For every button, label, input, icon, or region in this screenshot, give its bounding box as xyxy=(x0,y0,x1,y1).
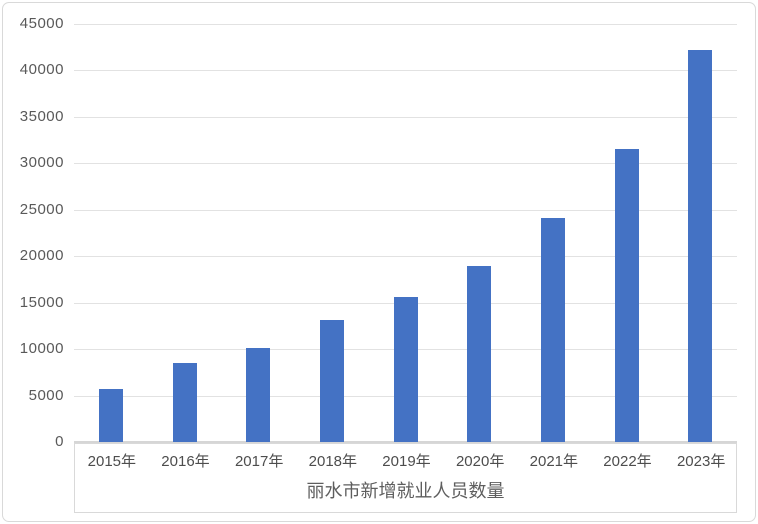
bar-2015年 xyxy=(98,389,123,442)
x-axis-label-box: 2015年 2016年 2017年 2018年 2019年 2020年 2021年 2022年… xyxy=(74,443,737,513)
x-tick-label-2019年: 2019年 xyxy=(382,453,431,470)
bar-2020年 xyxy=(467,265,492,442)
x-tick-label-2016年: 2016年 xyxy=(161,453,210,470)
y-tick-label-35000: 35000 xyxy=(19,107,64,125)
y-tick-label-25000: 25000 xyxy=(19,200,64,218)
bar-2022年 xyxy=(614,149,639,442)
gridline-25000 xyxy=(74,209,737,211)
y-tick-label-0: 0 xyxy=(55,433,64,450)
gridline-30000 xyxy=(74,163,737,165)
x-tick-label-2023年: 2023年 xyxy=(676,453,726,470)
y-tick-label-20000: 20000 xyxy=(19,247,64,265)
bar-2023年 xyxy=(688,50,713,442)
axis-title: 丽水市新增就业人员数量 xyxy=(306,481,505,502)
x-axis-line xyxy=(74,441,737,443)
bar-2021年 xyxy=(540,218,565,442)
gridline-40000 xyxy=(74,70,737,72)
x-tick-label-2015年: 2015年 xyxy=(87,453,137,470)
y-tick-label-30000: 30000 xyxy=(19,154,64,172)
bar-2018年 xyxy=(319,320,344,442)
gridline-45000 xyxy=(74,24,737,25)
gridline-20000 xyxy=(74,256,737,258)
x-tick-label-2017年: 2017年 xyxy=(234,453,284,470)
y-tick-label-10000: 10000 xyxy=(19,340,64,358)
x-tick-label-2020年: 2020年 xyxy=(455,453,505,470)
x-tick-label-2022年: 2022年 xyxy=(603,453,652,470)
bar-2016年 xyxy=(172,363,197,442)
bar-2019年 xyxy=(393,297,418,442)
y-tick-label-45000: 45000 xyxy=(19,15,64,32)
gridline-35000 xyxy=(74,116,737,118)
x-tick-label-2018年: 2018年 xyxy=(308,453,358,470)
y-tick-label-40000: 40000 xyxy=(19,61,64,79)
y-tick-label-5000: 5000 xyxy=(28,386,64,404)
bar-2017年 xyxy=(246,348,271,442)
x-tick-label-2021年: 2021年 xyxy=(529,453,579,470)
y-tick-label-15000: 15000 xyxy=(19,293,64,311)
